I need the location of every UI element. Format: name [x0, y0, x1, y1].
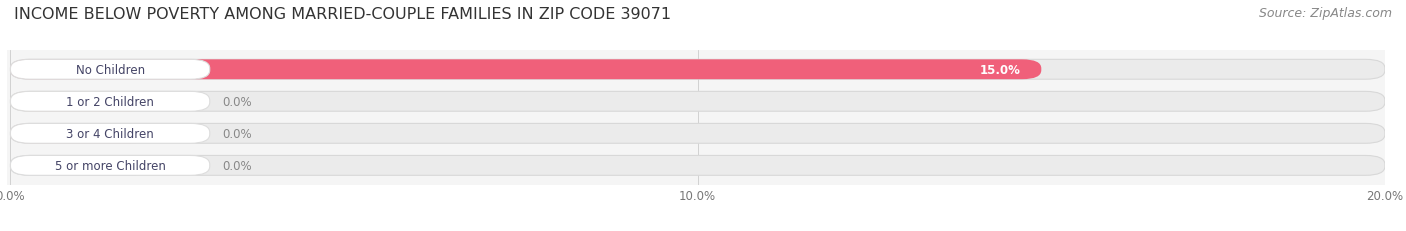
- Text: 1 or 2 Children: 1 or 2 Children: [66, 95, 155, 108]
- Text: 0.0%: 0.0%: [222, 95, 252, 108]
- FancyBboxPatch shape: [10, 124, 150, 144]
- FancyBboxPatch shape: [10, 60, 209, 80]
- FancyBboxPatch shape: [10, 156, 1385, 176]
- Text: Source: ZipAtlas.com: Source: ZipAtlas.com: [1258, 7, 1392, 20]
- Text: 3 or 4 Children: 3 or 4 Children: [66, 127, 155, 140]
- Text: 15.0%: 15.0%: [980, 64, 1021, 76]
- Text: 0.0%: 0.0%: [222, 127, 252, 140]
- Text: 5 or more Children: 5 or more Children: [55, 159, 166, 172]
- Text: No Children: No Children: [76, 64, 145, 76]
- FancyBboxPatch shape: [10, 60, 1042, 80]
- Text: INCOME BELOW POVERTY AMONG MARRIED-COUPLE FAMILIES IN ZIP CODE 39071: INCOME BELOW POVERTY AMONG MARRIED-COUPL…: [14, 7, 671, 22]
- FancyBboxPatch shape: [10, 92, 150, 112]
- FancyBboxPatch shape: [10, 156, 209, 176]
- FancyBboxPatch shape: [10, 156, 150, 176]
- FancyBboxPatch shape: [10, 124, 209, 144]
- FancyBboxPatch shape: [10, 124, 1385, 144]
- FancyBboxPatch shape: [10, 92, 1385, 112]
- FancyBboxPatch shape: [10, 60, 1385, 80]
- Text: 0.0%: 0.0%: [222, 159, 252, 172]
- FancyBboxPatch shape: [10, 92, 209, 112]
